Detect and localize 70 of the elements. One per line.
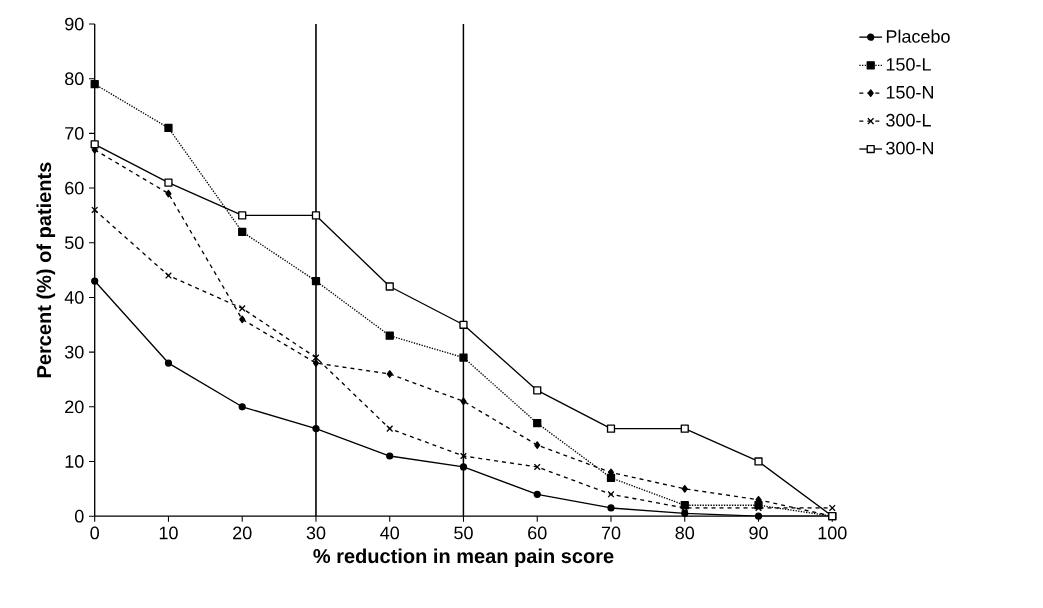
x-tick-label: 40 (380, 526, 400, 540)
x-tick-label: 20 (233, 526, 252, 540)
point (165, 189, 172, 198)
x-tick-label: 80 (675, 526, 695, 540)
x-tick-label: 70 (601, 526, 621, 540)
point (459, 463, 468, 471)
point (238, 304, 246, 312)
point (90, 79, 99, 89)
point (533, 490, 541, 498)
y-tick-label: 60 (65, 181, 84, 195)
x-tick-label: 100 (818, 526, 847, 540)
point (91, 277, 99, 285)
point (459, 353, 468, 362)
point (533, 418, 542, 428)
x-axis-title: % reduction in mean pain score (313, 548, 614, 568)
legend-label: 150-L (886, 57, 931, 71)
legend-label: Placebo (886, 29, 950, 43)
point (311, 276, 321, 286)
x-tick-label: 90 (749, 526, 768, 540)
point (90, 140, 99, 149)
point (386, 452, 394, 460)
y-axis-title: Percent (%) of patients (36, 162, 56, 378)
point (607, 490, 615, 498)
point (754, 512, 763, 520)
point (533, 463, 541, 471)
y-tick-label: 70 (65, 126, 84, 140)
point (754, 457, 763, 466)
point (164, 178, 173, 187)
x-tick-label: 30 (306, 526, 326, 540)
x-tick-label: 50 (454, 526, 473, 540)
y-tick-label: 30 (64, 345, 84, 359)
point (459, 452, 467, 460)
point (312, 424, 320, 433)
y-tick-label: 40 (64, 290, 84, 304)
point (385, 331, 394, 340)
x-tick-label: 60 (528, 526, 547, 540)
point (239, 315, 246, 324)
point (386, 370, 393, 378)
point (386, 425, 394, 433)
point (533, 386, 542, 395)
point (460, 397, 467, 406)
point (238, 211, 247, 220)
point (681, 484, 688, 493)
y-tick-label: 20 (65, 400, 84, 414)
point (164, 123, 173, 132)
point (459, 320, 468, 329)
point (312, 359, 320, 367)
point (607, 504, 615, 512)
y-tick-label: 10 (65, 455, 84, 468)
point (238, 227, 247, 236)
point (606, 424, 616, 433)
point (385, 282, 394, 291)
point (312, 353, 320, 361)
x-tick-label: 0 (90, 526, 99, 540)
point (311, 211, 321, 220)
y-tick-label: 90 (65, 17, 84, 31)
point (534, 441, 541, 449)
point (91, 206, 99, 214)
x-tick-label: 10 (159, 526, 178, 540)
point (238, 403, 246, 411)
legend-label: 300-N (886, 141, 934, 155)
y-tick-label: 0 (75, 509, 84, 523)
point (828, 504, 836, 512)
y-tick-label: 80 (65, 72, 84, 85)
legend-label: 300-L (886, 113, 931, 127)
point (681, 509, 689, 517)
legend-label: 150-N (886, 85, 934, 99)
point (164, 359, 173, 367)
point (680, 424, 689, 433)
y-tick-label: 50 (64, 236, 84, 250)
